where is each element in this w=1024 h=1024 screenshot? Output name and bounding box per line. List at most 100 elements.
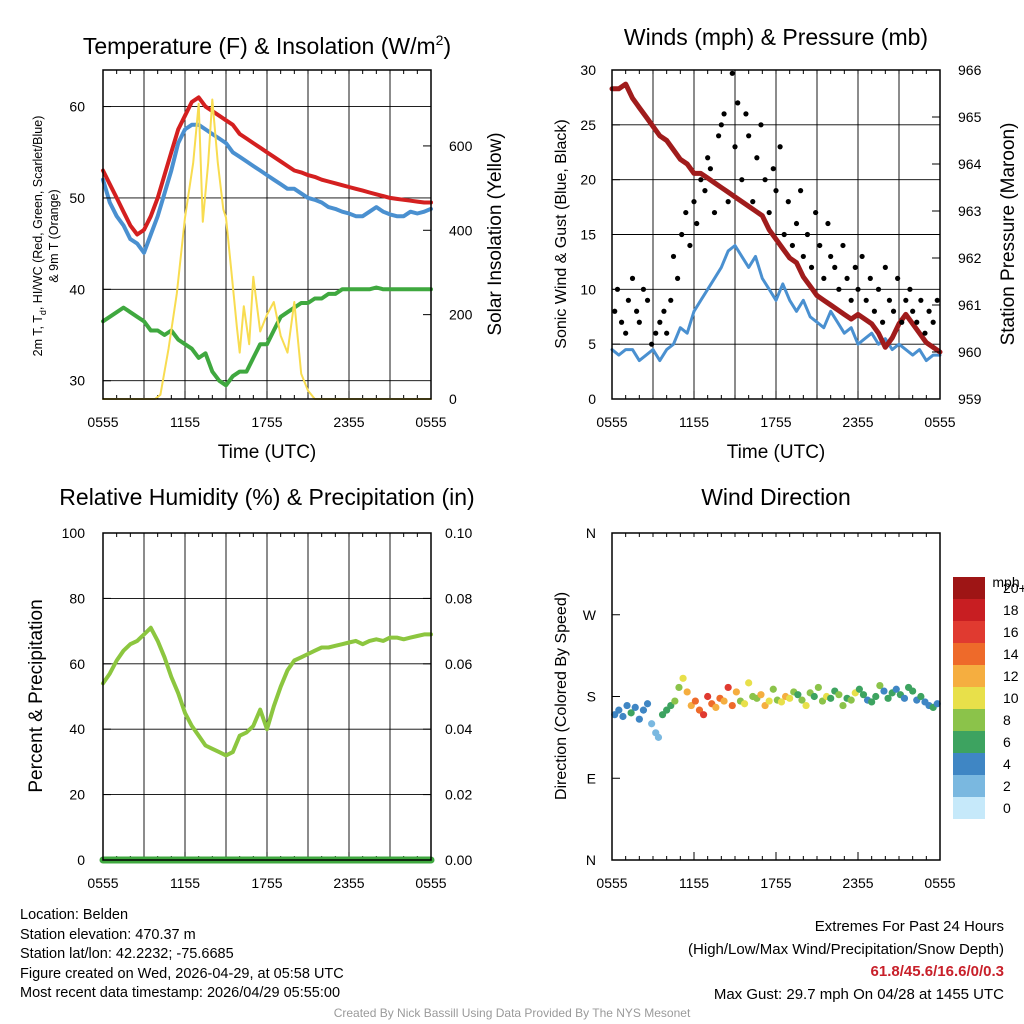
x-tick-label: 0555 [415, 875, 446, 891]
direction-point [720, 697, 728, 705]
gust-point [817, 242, 823, 249]
legend-label: 0 [1003, 800, 1011, 816]
y2-tick-label: 200 [449, 307, 473, 323]
gust-point [612, 308, 618, 314]
gust-point [664, 330, 670, 336]
gust-point [926, 308, 932, 314]
y2-tick-label: 0.02 [445, 787, 472, 803]
direction-point [648, 720, 656, 728]
y-tick-label: 10 [580, 281, 596, 297]
legend-swatch [953, 797, 985, 819]
gust-point [725, 199, 731, 205]
y2-tick-label: 960 [958, 344, 982, 360]
gust-point [890, 308, 897, 314]
x-tick-label: 1755 [251, 875, 282, 891]
series-line-sonic-wind [610, 244, 942, 363]
direction-point [745, 679, 753, 687]
x-tick-label: 0555 [924, 875, 955, 891]
direction-point [623, 701, 631, 710]
y2-tick-label: 0 [449, 391, 457, 407]
gust-point [899, 319, 905, 325]
plot-frame [611, 69, 941, 400]
legend-label: 4 [1003, 756, 1011, 772]
gust-point [636, 319, 642, 325]
x-axis-label: Time (UTC) [727, 442, 826, 463]
direction-point [769, 685, 777, 693]
direction-point [880, 687, 888, 695]
x-tick-label: 1155 [679, 414, 709, 430]
legend-label: 6 [1003, 734, 1011, 750]
y-tick-label: 40 [69, 281, 85, 297]
gust-point [649, 341, 655, 347]
direction-point [777, 698, 786, 706]
legend-label: 16 [1003, 624, 1019, 640]
y2-tick-label: 600 [449, 138, 473, 154]
chart-title: Relative Humidity (%) & Precipitation (i… [59, 484, 474, 510]
gust-point [777, 144, 783, 150]
gust-point [640, 286, 647, 292]
legend-swatch [953, 731, 985, 753]
x-tick-label: 2355 [842, 414, 873, 430]
gust-point [743, 111, 749, 117]
gust-point [754, 155, 760, 161]
plot-frame [102, 532, 432, 861]
y-tick-label: 100 [62, 525, 86, 541]
y-tick-label: N [586, 852, 596, 868]
gust-point [735, 100, 741, 106]
direction-point [909, 687, 917, 695]
gust-point [705, 155, 711, 161]
gust-point [732, 144, 738, 150]
gust-point [707, 166, 714, 172]
legend-label: 8 [1003, 712, 1011, 728]
y2-tick-label: 0.06 [445, 656, 472, 672]
y2-axis-label: Solar Insolation (Yellow) [485, 132, 506, 335]
x-tick-label: 2355 [842, 875, 873, 891]
gust-point [625, 297, 632, 303]
y-tick-label: E [587, 770, 596, 786]
gust-point [653, 330, 659, 336]
y-axis-label-part: , HI/WC (Red, Green, Scarlet/Blue) [31, 116, 45, 311]
x-tick-label: 0555 [596, 875, 627, 891]
x-tick-label: 0555 [415, 414, 446, 430]
gust-point [825, 220, 831, 227]
panel-winds: 0555 1155 1755 2355 055505101520253095996096… [553, 24, 1019, 463]
elevation-text: Station elevation: 470.37 m [20, 926, 196, 943]
y-tick-label: 60 [69, 656, 85, 672]
y-axis-label: Percent & Precipitation [26, 599, 47, 792]
x-tick-label: 2355 [333, 875, 364, 891]
gust-point [770, 166, 776, 172]
direction-point [619, 712, 627, 721]
y-tick-label: 0 [77, 852, 85, 868]
gust-point [848, 297, 854, 303]
direction-point [847, 696, 855, 704]
gust-point [793, 220, 800, 227]
gust-point [832, 264, 838, 270]
gust-point [907, 286, 913, 292]
gust-point [855, 286, 861, 292]
direction-point [765, 697, 773, 705]
station-info: Location: Belden Station elevation: 470.… [20, 906, 344, 1004]
extremes-title: Extremes For Past 24 Hours [814, 918, 1004, 935]
gust-point [683, 209, 689, 216]
series-line-rh [101, 625, 433, 758]
credit-text: Created By Nick Bassill Using Data Provi… [333, 1006, 691, 1020]
gust-point [804, 231, 811, 238]
gust-point [670, 253, 677, 260]
gust-point [629, 275, 636, 281]
y-tick-label: W [583, 607, 597, 623]
y-tick-label: 50 [69, 190, 85, 206]
y2-tick-label: 0.10 [445, 525, 472, 541]
gust-point [798, 188, 804, 194]
direction-point [699, 711, 708, 719]
y-axis-label-line2: & 9m T (Orange) [47, 189, 61, 282]
gust-point [766, 209, 772, 216]
legend-swatch [953, 753, 985, 775]
gust-point [716, 133, 722, 139]
legend-swatch [953, 775, 985, 797]
series-line-pressure [609, 81, 943, 355]
created-text: Figure created on Wed, 2026-04-29, at 05… [20, 965, 344, 982]
direction-point [679, 674, 687, 682]
y-tick-label: 30 [580, 62, 596, 78]
direction-point [814, 683, 822, 692]
